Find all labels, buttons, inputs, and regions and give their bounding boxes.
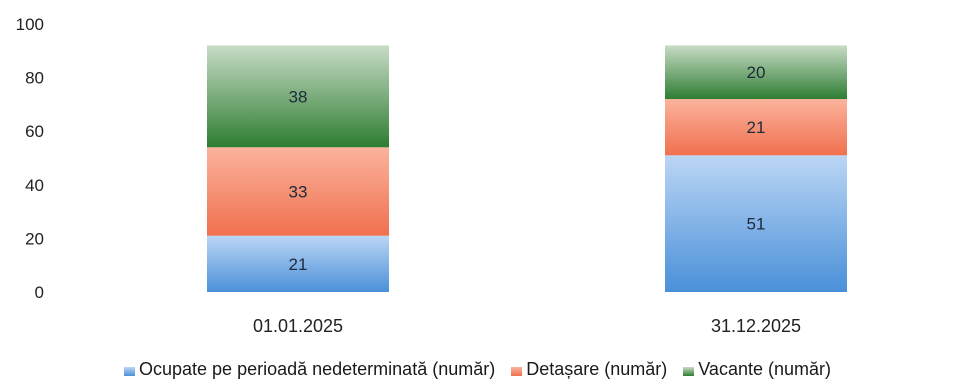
bar-segment	[207, 147, 389, 236]
data-label: 20	[747, 63, 766, 82]
bars: 21 33 38 51 21 20	[207, 45, 847, 292]
legend: Ocupate pe perioadă nedeterminată (număr…	[0, 359, 955, 380]
data-label: 33	[289, 183, 308, 202]
bar-segment	[665, 45, 847, 100]
y-tick-label: 60	[25, 122, 44, 141]
y-tick-label: 0	[35, 283, 44, 302]
bar-segment	[665, 155, 847, 292]
data-label: 38	[289, 87, 308, 106]
stacked-bar-chart: 0 20 40 60 80 100 21 33 38 51 21 20 01.01.2025 31.1…	[16, 15, 847, 336]
x-tick-label: 01.01.2025	[253, 316, 343, 336]
y-tick-label: 40	[25, 176, 44, 195]
bar-segment	[207, 235, 389, 292]
legend-swatch	[124, 366, 135, 376]
data-label: 21	[289, 255, 308, 274]
y-tick-label: 20	[25, 229, 44, 248]
legend-label: Ocupate pe perioadă nedeterminată (număr…	[139, 359, 496, 379]
x-tick-label: 31.12.2025	[711, 316, 801, 336]
legend-swatch	[683, 366, 695, 376]
data-label: 51	[747, 215, 766, 234]
bar-segment	[207, 45, 389, 148]
legend-item: Vacante (număr)	[683, 359, 831, 380]
legend-label: Detașare (număr)	[526, 359, 668, 379]
legend-item: Ocupate pe perioadă nedeterminată (număr…	[124, 359, 495, 380]
legend-label: Vacante (număr)	[698, 359, 831, 379]
legend-swatch	[511, 366, 523, 376]
data-label: 21	[747, 118, 766, 137]
bar-segment	[665, 99, 847, 156]
y-axis: 0 20 40 60 80 100	[16, 15, 44, 302]
x-axis: 01.01.2025 31.12.2025	[253, 316, 801, 336]
y-tick-label: 100	[16, 15, 44, 34]
y-tick-label: 80	[25, 69, 44, 88]
legend-item: Detașare (număr)	[511, 359, 667, 380]
